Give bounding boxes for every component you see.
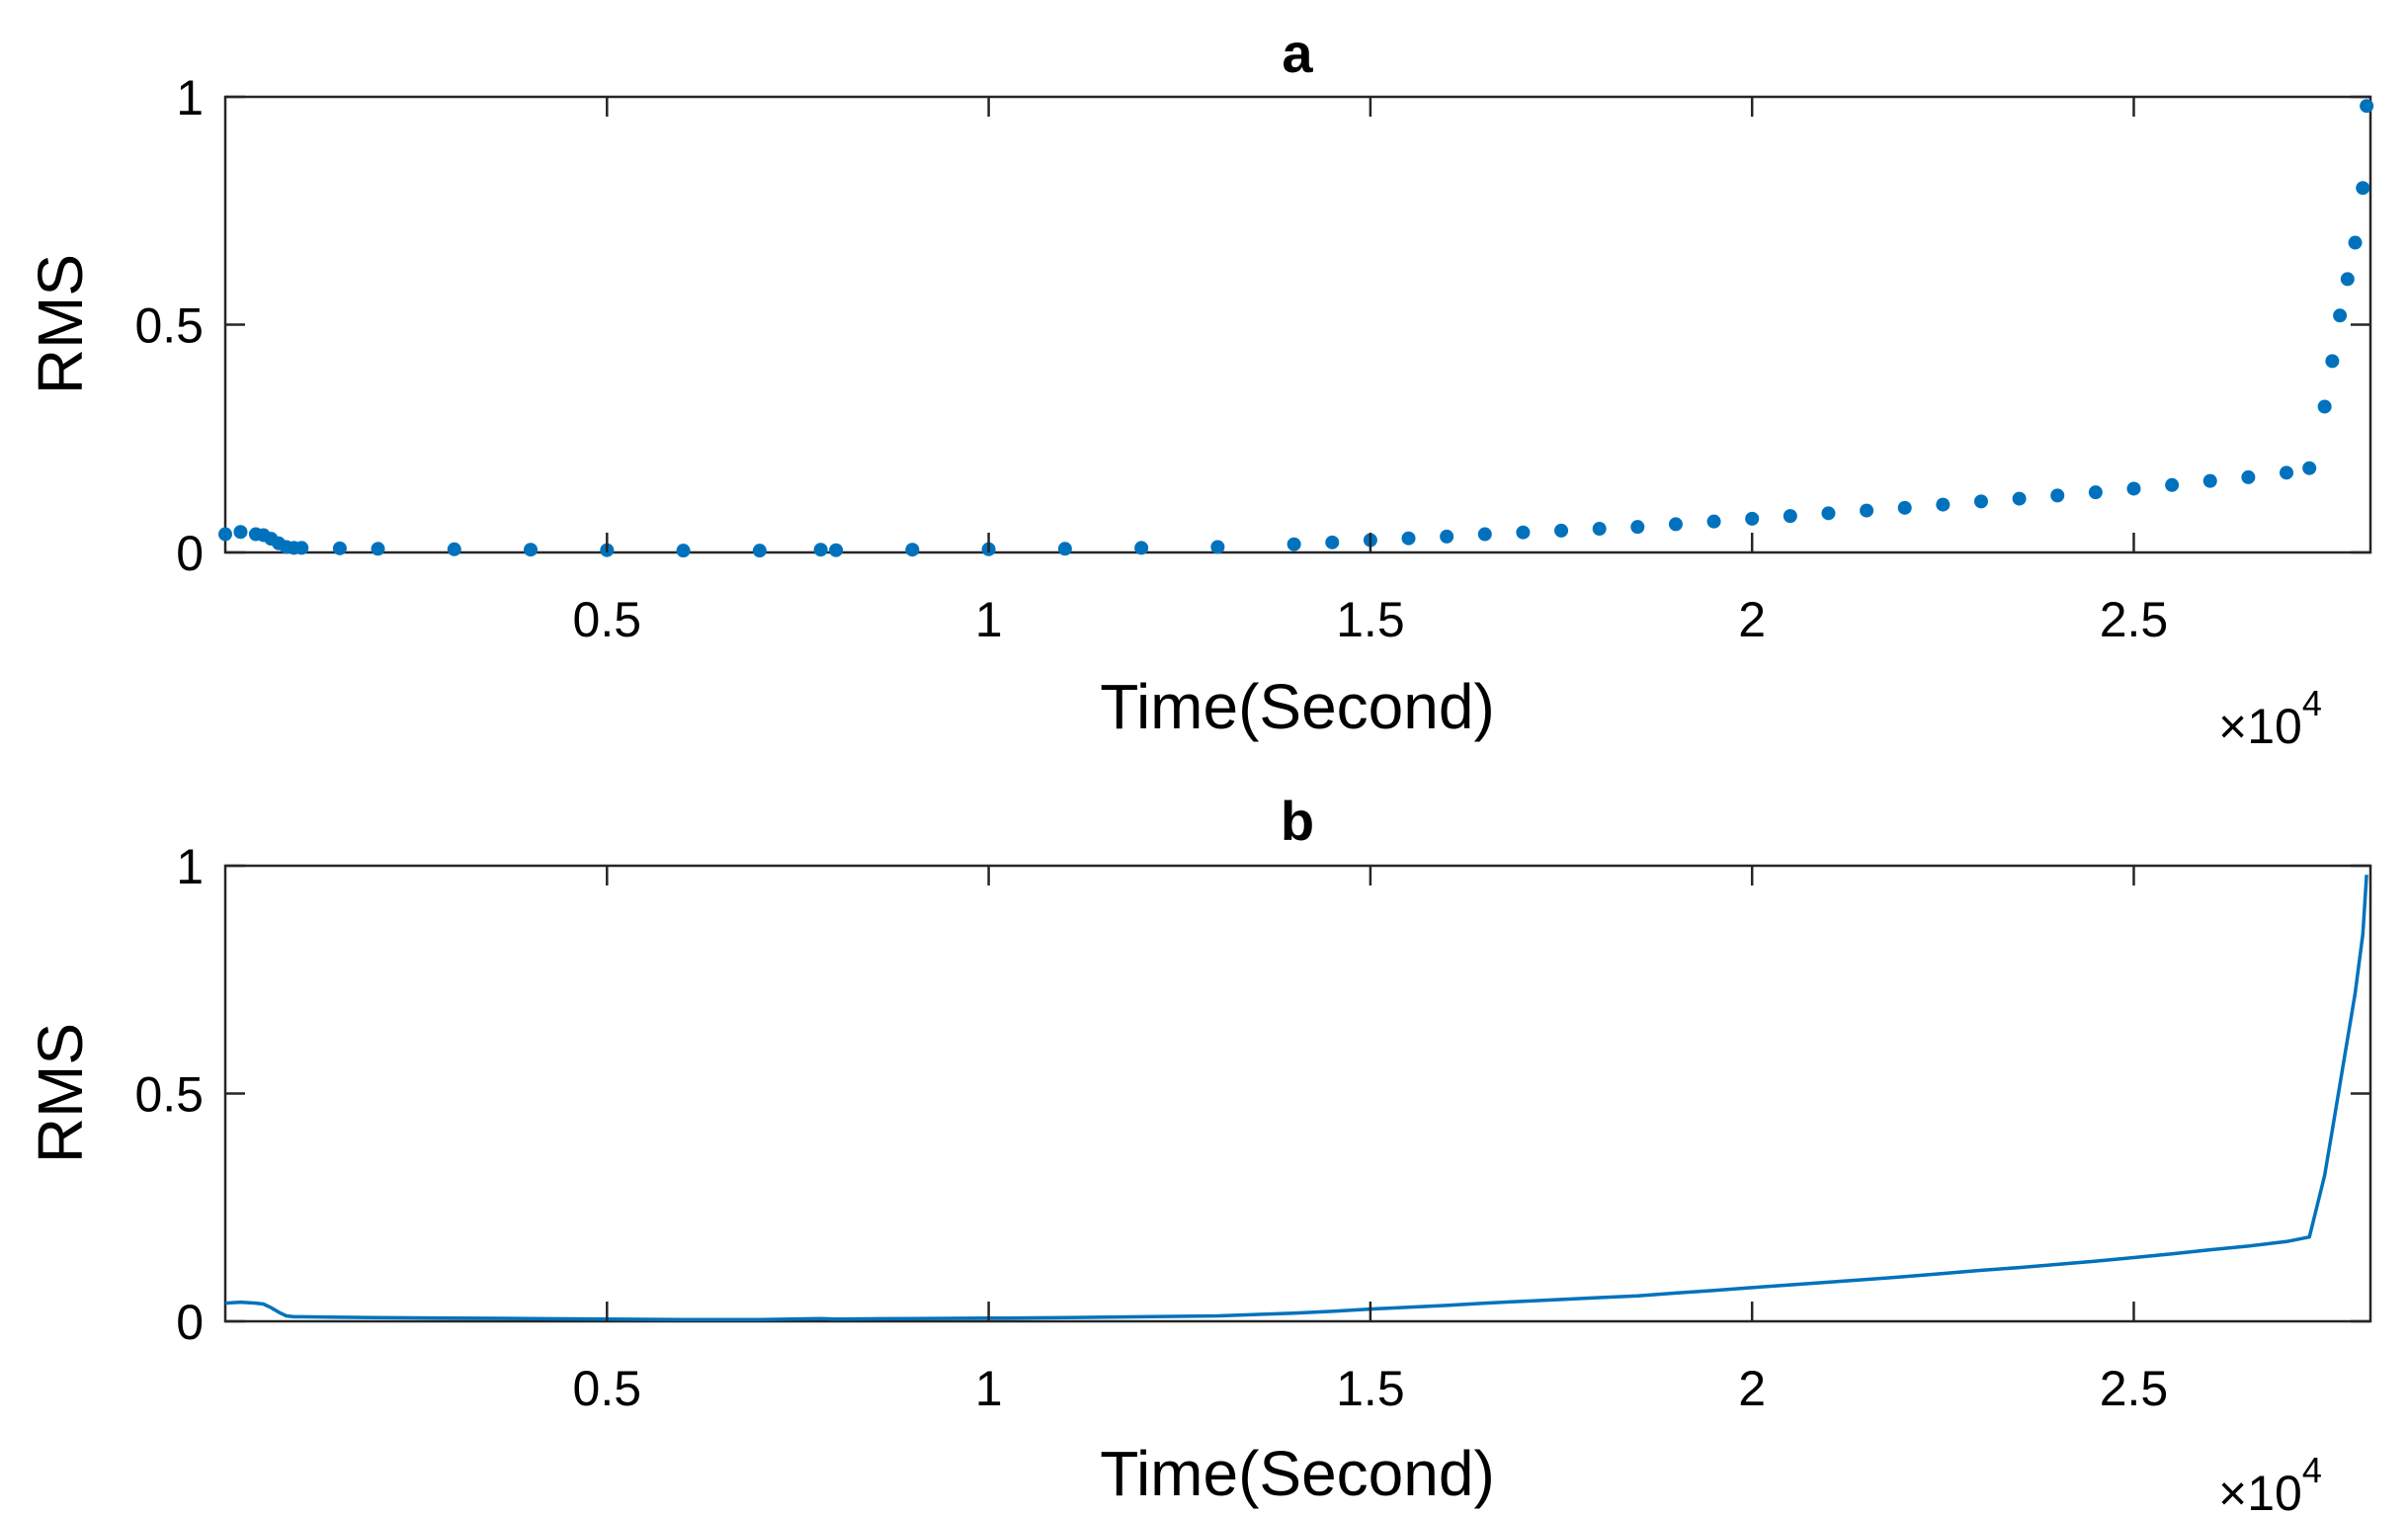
panel-a-x-tick-label: 1.5 xyxy=(1336,592,1405,647)
panel-b-x-multiplier-exp: 4 xyxy=(2302,1450,2322,1490)
panel-a-data-point xyxy=(2126,481,2141,496)
panel-b-x-tick-label: 2.5 xyxy=(2100,1361,2169,1416)
panel-b-x-ticks: 0.5 1 1.5 2 2.5 xyxy=(573,866,2169,1416)
panel-a-data-point xyxy=(1210,540,1225,554)
panel-a-data-point xyxy=(1783,509,1797,524)
panel-b-marks xyxy=(224,875,2368,1321)
panel-a-x-multiplier: ×104 xyxy=(2218,683,2322,754)
panel-a-data-point xyxy=(2356,181,2370,196)
panel-b-x-multiplier-base: ×10 xyxy=(2218,1466,2302,1517)
panel-a-x-tick-label: 2.5 xyxy=(2100,592,2169,647)
panel-a-axes-box xyxy=(223,95,2372,554)
panel-a-x-axis-label: Time(Second) xyxy=(1100,671,1495,742)
panel-a-data-point xyxy=(1936,497,1951,512)
panel-a-data-point xyxy=(2325,354,2340,369)
panel-a-data-point xyxy=(524,543,539,557)
panel-a-data-point xyxy=(2317,399,2332,414)
panel-a-data-point xyxy=(2202,473,2217,488)
panel-a-data-point xyxy=(676,544,691,558)
panel-a-y-tick-label: 1 xyxy=(176,70,204,126)
panel-a-data-point xyxy=(2302,461,2317,475)
panel-a-data-point xyxy=(2088,485,2103,500)
panel-a-data-point xyxy=(1860,503,1874,518)
panel-a-data-point xyxy=(1134,541,1149,555)
panel-b-x-multiplier: ×104 xyxy=(2218,1450,2322,1517)
panel-a-data-point xyxy=(1325,535,1340,549)
panel-a-data-point xyxy=(233,525,248,540)
panel-a-data-point xyxy=(2241,469,2256,484)
panel-a-data-point xyxy=(1554,523,1569,538)
panel-a-y-tick-label: 0 xyxy=(176,526,204,581)
panel-a-title: a xyxy=(1282,22,1313,84)
panel-a-data-point xyxy=(752,544,767,558)
panel-a-data-point xyxy=(829,543,844,557)
panel-a-data-point xyxy=(2340,272,2355,287)
panel-a-data-point xyxy=(1821,506,1836,521)
panel-b-x-tick-label: 0.5 xyxy=(573,1361,642,1416)
panel-a-x-multiplier-base: ×10 xyxy=(2218,699,2302,754)
panel-b-y-axis-label: RMS xyxy=(25,1023,96,1163)
panel-a-x-tick-label: 1 xyxy=(975,592,1003,647)
panel-b-x-tick-label: 2 xyxy=(1738,1361,1766,1416)
panel-a-data-point xyxy=(1897,500,1912,515)
panel-a-data-point xyxy=(2165,477,2180,492)
panel-b-y-tick-label: 0 xyxy=(176,1295,204,1350)
panel-a-data-point xyxy=(1057,542,1072,556)
panel-a: a 0.5 1 1.5 2 2.5 00.51 Time(Second) RMS ×10… xyxy=(25,22,2374,754)
panel-a-data-point xyxy=(2012,491,2027,506)
panel-a-data-point xyxy=(1287,537,1301,551)
panel-a-x-multiplier-exp: 4 xyxy=(2302,683,2322,723)
panel-a-data-point xyxy=(2050,488,2065,503)
panel-a-data-point xyxy=(218,527,232,542)
panel-a-data-point xyxy=(1592,522,1607,537)
panel-a-data-point xyxy=(813,543,828,557)
panel-a-data-point xyxy=(2360,99,2374,114)
panel-b-y-tick-label: 1 xyxy=(176,839,204,894)
panel-b-series-line xyxy=(224,875,2368,1321)
panel-b-y-tick-label: 0.5 xyxy=(134,1067,204,1123)
panel-b-title: b xyxy=(1281,790,1314,852)
panel-a-data-point xyxy=(1440,529,1454,544)
panel-b-axes-box xyxy=(223,864,2372,1323)
panel-b-x-axis-label: Time(Second) xyxy=(1100,1438,1495,1509)
panel-b-y-ticks: 00.51 xyxy=(134,839,2370,1350)
panel-a-data-point xyxy=(1706,514,1721,529)
panel-a-data-point xyxy=(1630,520,1645,535)
panel-a-data-point xyxy=(1516,525,1531,540)
panel-b-x-tick-label: 1.5 xyxy=(1336,1361,1405,1416)
panel-a-x-tick-label: 2 xyxy=(1738,592,1766,647)
panel-a-marks xyxy=(218,99,2374,558)
panel-a-data-point xyxy=(332,541,347,555)
panel-a-data-point xyxy=(1745,511,1760,526)
panel-a-data-point xyxy=(1401,531,1416,546)
panel-a-data-point xyxy=(294,541,309,555)
panel-a-y-ticks: 00.51 xyxy=(134,70,2370,581)
panel-a-data-point xyxy=(2333,308,2348,323)
panel-b: b 0.5 1 1.5 2 2.5 00.51 Time(Second) RMS ×10… xyxy=(25,790,2372,1517)
panel-a-x-tick-label: 0.5 xyxy=(573,592,642,647)
panel-a-data-point xyxy=(2348,235,2363,250)
panel-a-x-ticks: 0.5 1 1.5 2 2.5 xyxy=(573,97,2169,647)
panel-a-y-axis-label: RMS xyxy=(25,254,96,394)
panel-a-data-point xyxy=(1668,517,1683,532)
panel-a-data-point xyxy=(447,542,461,556)
panel-b-x-tick-label: 1 xyxy=(975,1361,1003,1416)
panel-a-data-point xyxy=(1477,527,1492,542)
panel-a-data-point xyxy=(2280,465,2294,480)
panel-a-y-tick-label: 0.5 xyxy=(134,298,204,354)
panel-a-data-point xyxy=(371,542,385,556)
panel-a-data-point xyxy=(1973,494,1988,509)
panel-a-data-point xyxy=(905,543,920,557)
